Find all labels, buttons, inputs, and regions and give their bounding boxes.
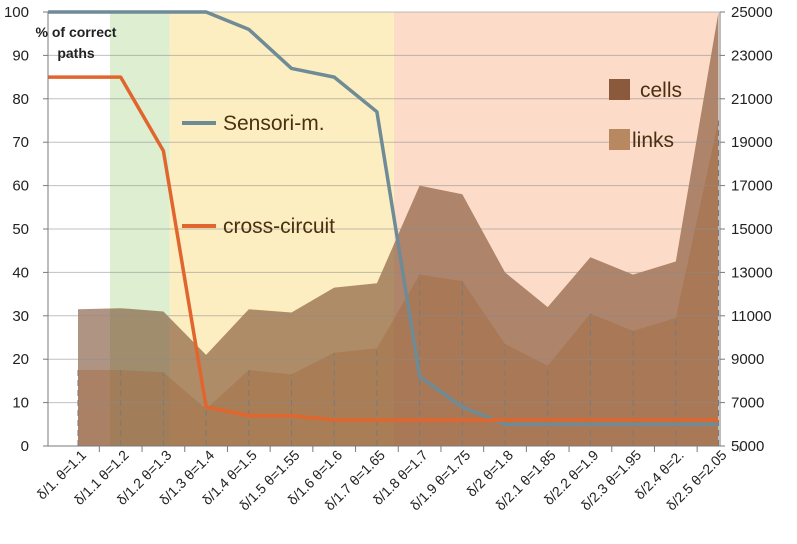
y-left-tick-label-10: 10: [12, 395, 29, 412]
y-axis-title-line1: % of correct: [36, 24, 117, 40]
y-left-tick-label-40: 40: [12, 264, 29, 281]
legend-swatch-links: [609, 129, 630, 150]
area-series-links: [78, 120, 719, 446]
y-axis-right-tick-labels: 5000 7000 9000 11000 13000 15000 17000 19000 210…: [731, 4, 773, 455]
legend-label-links: links: [632, 129, 674, 152]
y-left-tick-label-70: 70: [12, 134, 29, 151]
legend-label-cross-circuit: cross-circuit: [223, 215, 335, 238]
legend-label-cells: cells: [640, 79, 682, 102]
y-left-tick-label-30: 30: [12, 308, 29, 325]
area-series-group: [78, 12, 719, 446]
line-series-group: [48, 10, 719, 427]
y-right-tick-label-21000: 21000: [731, 91, 773, 108]
y-left-tick-label-50: 50: [12, 221, 29, 238]
y-left-tick-label-90: 90: [12, 47, 29, 64]
y-right-tick-label-15000: 15000: [731, 221, 773, 238]
y-right-tick-label-5000: 5000: [731, 438, 764, 455]
y-left-tick-label-20: 20: [12, 351, 29, 368]
x-axis-tick-labels: δ/1. θ=1.1δ/1.1 θ=1.2δ/1.2 θ=1.3δ/1.3 θ=…: [33, 447, 729, 514]
y-right-tick-label-23000: 23000: [731, 47, 773, 64]
y-right-tick-label-11000: 11000: [731, 308, 772, 325]
y-right-tick-label-13000: 13000: [731, 264, 773, 281]
legend-label-sensori-m: Sensori-m.: [223, 112, 325, 135]
y-left-tick-label-0: 0: [21, 438, 29, 455]
y-right-tick-label-9000: 9000: [731, 351, 764, 368]
legend: Sensori-m. cross-circuit cells links: [182, 79, 682, 238]
y-axis-left-title: % of correct paths: [36, 24, 117, 61]
area-series-cells: [78, 12, 719, 446]
y-right-tick-label-19000: 19000: [731, 134, 773, 151]
drop-lines: [77, 120, 719, 446]
legend-swatch-cells: [609, 79, 630, 100]
y-right-tick-label-25000: 25000: [731, 4, 773, 21]
line-series-cross-circuit: [48, 75, 719, 422]
axes: [43, 11, 741, 452]
y-left-tick-label-80: 80: [12, 91, 29, 108]
y-right-tick-label-17000: 17000: [731, 178, 773, 195]
y-right-tick-label-7000: 7000: [731, 395, 764, 412]
y-axis-left-tick-labels: 0 10 20 30 40 50 60 70 80 90 100: [4, 4, 29, 455]
y-axis-title-line2: paths: [57, 45, 95, 61]
y-left-tick-label-60: 60: [12, 178, 29, 195]
line-series-sensori-m: [48, 10, 719, 427]
gridlines: [48, 11, 720, 404]
y-left-tick-label-100: 100: [4, 4, 29, 21]
